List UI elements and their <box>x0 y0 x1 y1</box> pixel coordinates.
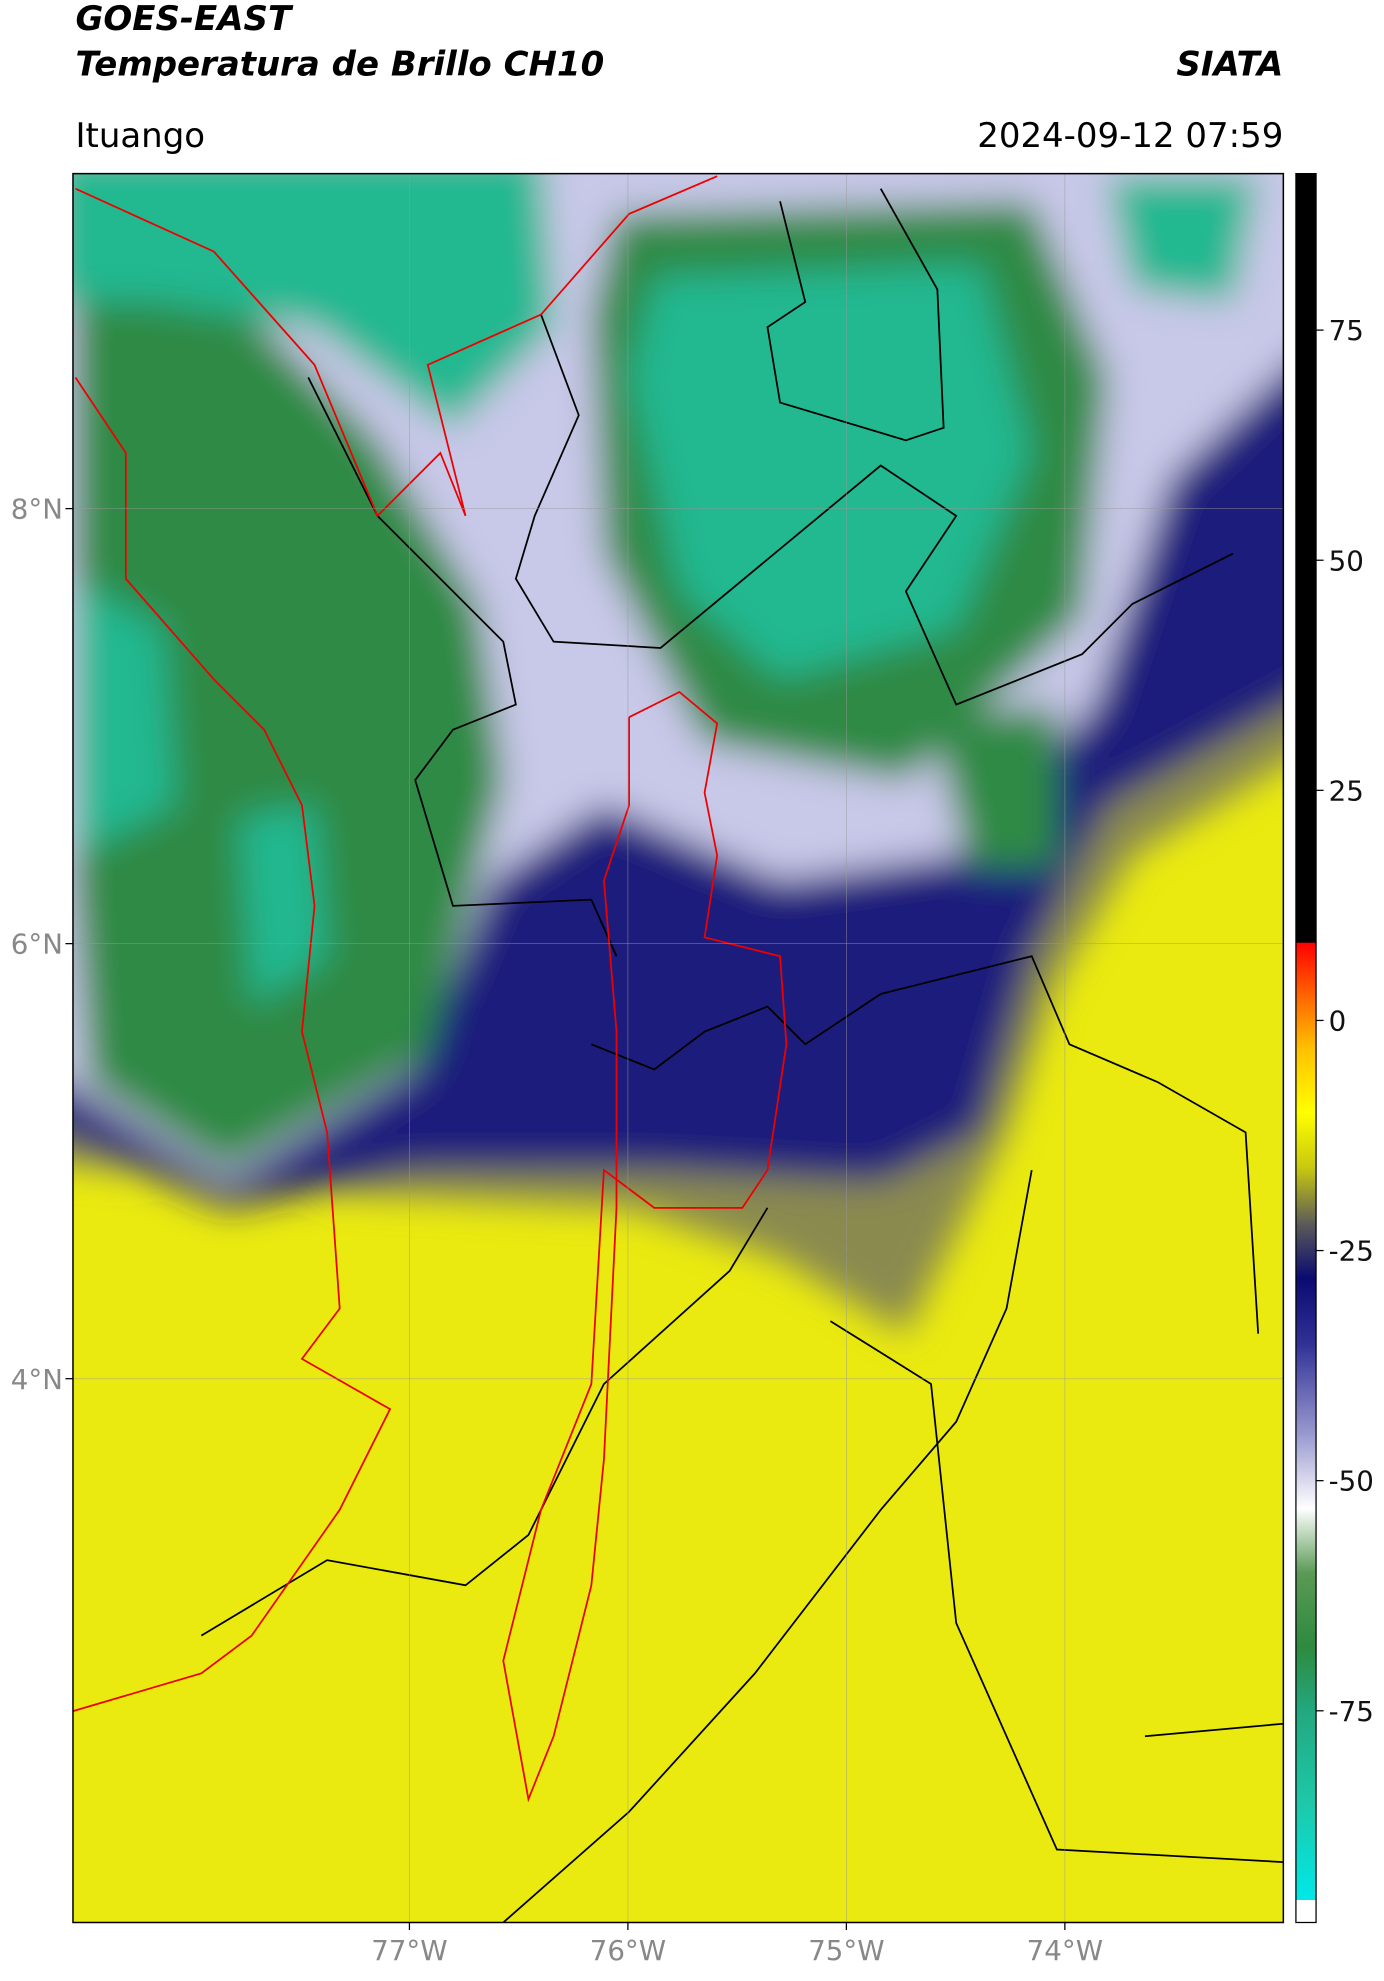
border <box>591 955 1260 1334</box>
colorbar-segment <box>1295 1899 1317 1923</box>
border <box>1144 1722 1284 1738</box>
colorbar-segment <box>1295 1434 1317 1509</box>
y-tick-label: 4°N <box>11 1363 63 1396</box>
coastline-and-region <box>72 175 788 1803</box>
coastline <box>72 376 392 1712</box>
y-tick-label: 6°N <box>11 928 63 961</box>
map-frame <box>72 172 1285 1924</box>
colorbar-segment <box>1295 1342 1317 1436</box>
colorbar-tick-label: -75 <box>1329 1695 1374 1728</box>
colorbar-tick-label: 0 <box>1329 1005 1347 1038</box>
grid: 77°W 76°W 75°W 74°W 4°N 6°N 8°N <box>11 173 1284 1967</box>
admin-borders <box>200 188 1284 1923</box>
warm-region <box>931 704 1057 869</box>
border <box>502 1169 1033 1923</box>
warm-region <box>72 289 504 1171</box>
x-tick-label: 76°W <box>590 1934 666 1967</box>
colorbar-segment <box>1295 992 1317 1049</box>
colorbar-tick-label: 75 <box>1329 314 1364 347</box>
colorbar-tick-label: 25 <box>1329 774 1364 807</box>
colorbar-tick-label: -50 <box>1329 1465 1374 1498</box>
colorbar-segment <box>1295 942 1317 994</box>
colorbar-segment <box>1295 1572 1317 1647</box>
colorbar: -75 -50 -25 0 25 50 75 <box>1295 172 1374 1924</box>
colorbar-segment <box>1295 1508 1317 1574</box>
satellite-image <box>72 173 1284 1923</box>
cool-region <box>1107 176 1259 302</box>
x-tick-label: 74°W <box>1027 1934 1103 1967</box>
border <box>766 188 945 442</box>
timestamp: 2024-09-12 07:59 <box>977 116 1283 156</box>
cloud-field <box>72 173 1284 1334</box>
colorbar-tick-label: 50 <box>1329 544 1364 577</box>
colorbar-segment <box>1295 173 1317 943</box>
colorbar-frame <box>1295 172 1317 1924</box>
y-tick-label: 8°N <box>11 493 63 526</box>
border <box>514 314 1234 706</box>
title: GOES-EAST <box>75 0 293 39</box>
colorbar-segment <box>1295 1802 1317 1900</box>
region-outline <box>502 690 788 1803</box>
colorbar-segment <box>1295 1167 1317 1224</box>
cool-region <box>72 173 554 428</box>
subtitle: Temperatura de Brillo CH10 <box>75 44 604 84</box>
source: SIATA <box>1176 44 1283 84</box>
border <box>200 1207 769 1637</box>
x-tick-label: 75°W <box>808 1934 884 1967</box>
cool-region <box>239 805 328 1007</box>
location: Ituango <box>75 116 205 156</box>
colorbar-segment <box>1295 1222 1317 1279</box>
colorbar-tick-label: -25 <box>1329 1235 1374 1268</box>
x-tick-label: 77°W <box>371 1934 447 1967</box>
colorbar-segment <box>1295 1278 1317 1344</box>
border <box>829 1320 1284 1863</box>
colorbar-segment <box>1295 1048 1317 1113</box>
cool-region <box>72 578 177 856</box>
border <box>307 377 618 957</box>
colorbar-segment <box>1295 1112 1317 1169</box>
coastline <box>75 175 718 518</box>
colorbar-segment <box>1295 1646 1317 1712</box>
cool-region <box>629 264 1032 680</box>
colorbar-segment <box>1295 1710 1317 1804</box>
